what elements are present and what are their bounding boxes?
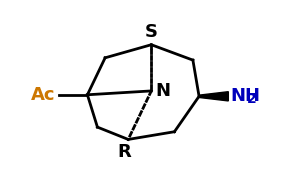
Text: S: S xyxy=(145,23,158,41)
Text: Ac: Ac xyxy=(31,86,56,104)
Text: 2: 2 xyxy=(247,92,257,106)
Text: R: R xyxy=(117,143,131,161)
Polygon shape xyxy=(199,92,228,101)
Text: NH: NH xyxy=(231,86,261,105)
Text: N: N xyxy=(155,82,170,100)
